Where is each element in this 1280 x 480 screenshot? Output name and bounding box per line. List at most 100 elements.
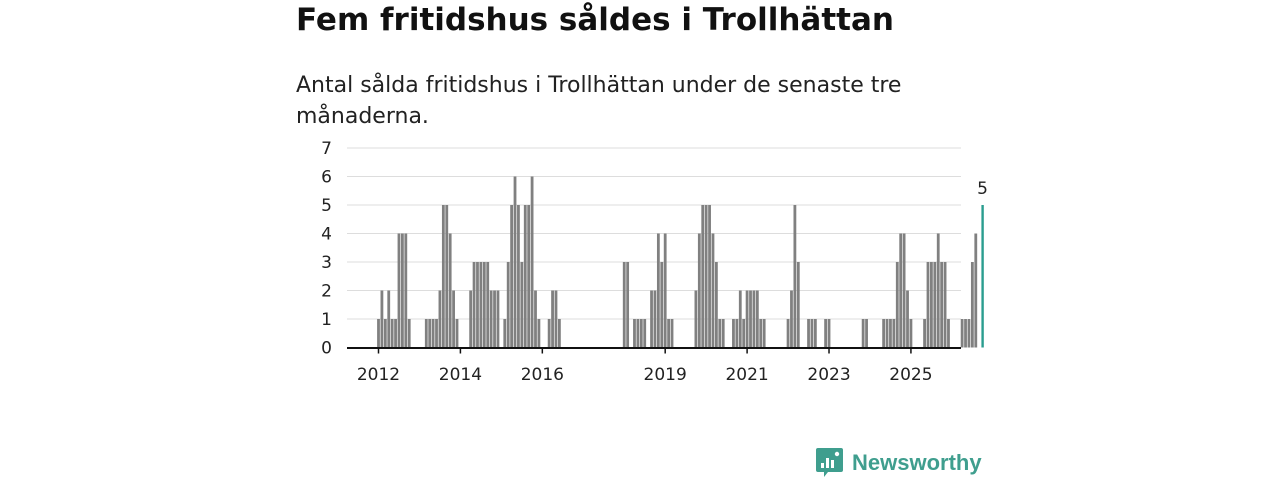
bar: [476, 262, 479, 348]
bar: [824, 319, 828, 348]
y-tick-label: 6: [321, 168, 332, 188]
bar: [933, 262, 937, 348]
bar: [810, 319, 814, 348]
bar: [510, 205, 514, 348]
x-axis-ticks: 2012 2014 2016 2019 2021 2023 2025: [357, 347, 933, 385]
bar: [650, 290, 653, 348]
chart-title: Fem fritidshus såldes i Trollhättan: [296, 2, 894, 38]
bar: [926, 262, 930, 348]
bar: [547, 319, 551, 348]
bar: [537, 319, 541, 348]
bar: [895, 262, 899, 348]
bar: [643, 319, 647, 348]
bar: [940, 262, 944, 348]
bar: [517, 205, 520, 348]
bar: [455, 319, 459, 348]
bar: [790, 290, 793, 348]
bar: [469, 290, 473, 348]
bar: [496, 290, 500, 348]
bar: [452, 290, 455, 348]
bar: [520, 262, 524, 348]
bar: [970, 262, 974, 348]
bar: [653, 290, 657, 348]
bar: [377, 319, 380, 348]
bar: [889, 319, 892, 348]
x-tick-label: 2023: [807, 365, 850, 385]
brand-name: Newsworthy: [852, 449, 982, 475]
bar: [704, 205, 708, 348]
bar: [749, 290, 752, 348]
bar: [711, 233, 715, 348]
bar: [435, 319, 438, 348]
bar: [534, 290, 537, 348]
bar: [738, 290, 742, 348]
bar: [472, 262, 476, 348]
bar: [714, 262, 718, 348]
bar: [755, 290, 759, 348]
bar: [551, 290, 554, 348]
bar: [383, 319, 387, 348]
bar: [943, 262, 947, 348]
bar-highlight: [981, 205, 984, 348]
bar: [786, 319, 790, 348]
bar: [697, 233, 701, 348]
bar: [489, 290, 493, 348]
bar: [633, 319, 636, 348]
bar: [701, 205, 705, 348]
bar: [387, 290, 391, 348]
bar: [667, 319, 671, 348]
bar: [930, 262, 933, 348]
bar: [656, 233, 660, 348]
bar: [967, 319, 971, 348]
bar: [626, 262, 630, 348]
bar: [742, 319, 746, 348]
bar: [557, 319, 561, 348]
bar: [807, 319, 810, 348]
bar: [424, 319, 428, 348]
bar: [793, 205, 797, 348]
bar: [660, 262, 664, 348]
bar: [441, 205, 445, 348]
bar: [796, 262, 800, 348]
bar: [400, 233, 404, 348]
bar: [486, 262, 490, 348]
y-tick-label: 0: [321, 339, 332, 359]
bar: [745, 290, 749, 348]
bar: [708, 205, 711, 348]
bar: [431, 319, 435, 348]
newsworthy-logo-icon: [816, 448, 843, 477]
annotations: 5: [977, 179, 988, 199]
bar: [636, 319, 640, 348]
bar: [936, 233, 940, 348]
bar: [554, 290, 558, 348]
bar: [718, 319, 722, 348]
bar: [503, 319, 507, 348]
bar: [861, 319, 865, 348]
bar: [964, 319, 967, 348]
bar: [513, 176, 517, 348]
y-tick-label: 3: [321, 253, 332, 273]
bar: [813, 319, 817, 348]
bar: [906, 290, 909, 348]
bar: [909, 319, 913, 348]
bar: [523, 205, 527, 348]
bar: [404, 233, 408, 348]
bar: [882, 319, 886, 348]
bar: [947, 319, 950, 348]
bar: [479, 262, 483, 348]
bar: [527, 205, 531, 348]
bar: [923, 319, 926, 348]
bar: [762, 319, 766, 348]
bar: [390, 319, 394, 348]
bar: [885, 319, 889, 348]
x-tick-label: 2014: [439, 365, 482, 385]
bar: [506, 262, 510, 348]
bar: [865, 319, 868, 348]
y-tick-label: 7: [321, 139, 332, 159]
x-tick-label: 2019: [644, 365, 687, 385]
y-axis-ticks: 0 1 2 3 4 5 6 7: [321, 139, 332, 359]
bar: [530, 176, 534, 348]
y-tick-label: 2: [321, 282, 332, 302]
bar: [960, 319, 964, 348]
